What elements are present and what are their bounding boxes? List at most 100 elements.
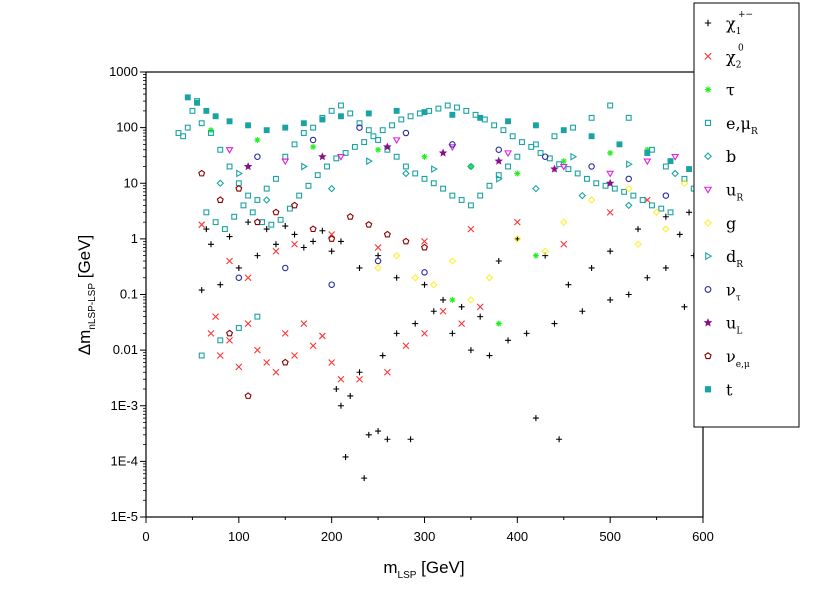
data-point bbox=[198, 120, 205, 127]
data-point bbox=[254, 346, 261, 354]
series-11 bbox=[198, 169, 428, 399]
y-axis: 1E-5 1E-4 1E-3 0.01 0.1 1 10 100 1000 bbox=[109, 64, 146, 524]
data-point bbox=[477, 313, 484, 320]
data-point bbox=[541, 153, 549, 160]
data-point bbox=[458, 320, 466, 327]
legend-label: e,μR bbox=[726, 114, 758, 137]
data-point bbox=[606, 170, 615, 178]
data-point bbox=[300, 244, 307, 251]
legend-marker bbox=[703, 318, 713, 327]
data-point bbox=[440, 185, 447, 192]
data-point bbox=[291, 240, 298, 248]
legend-item: b bbox=[704, 147, 736, 166]
data-point bbox=[486, 182, 493, 189]
data-point bbox=[551, 133, 558, 140]
x-tick-label: 200 bbox=[321, 529, 343, 544]
data-point bbox=[430, 280, 438, 289]
data-point bbox=[328, 359, 336, 366]
data-point bbox=[300, 320, 308, 327]
legend-item: τ bbox=[704, 81, 735, 100]
legend-label: t bbox=[726, 380, 733, 399]
data-point bbox=[411, 273, 419, 282]
series-12 bbox=[184, 94, 706, 177]
data-point bbox=[537, 150, 544, 156]
data-point bbox=[351, 143, 358, 150]
data-point bbox=[402, 129, 410, 137]
legend-label-sub: R bbox=[736, 260, 743, 270]
data-point bbox=[495, 146, 503, 154]
data-point bbox=[611, 185, 618, 192]
data-point bbox=[286, 205, 293, 212]
data-point bbox=[392, 137, 401, 145]
data-point bbox=[635, 226, 642, 233]
data-point bbox=[578, 191, 587, 200]
data-point bbox=[207, 329, 215, 337]
data-point bbox=[681, 303, 688, 310]
x-axis-label: mLSP [GeV] bbox=[383, 558, 464, 581]
data-point bbox=[392, 251, 401, 260]
data-point bbox=[602, 182, 609, 189]
data-point bbox=[449, 111, 456, 118]
data-point bbox=[570, 124, 576, 131]
data-point bbox=[449, 141, 456, 148]
data-point bbox=[244, 392, 252, 399]
data-point bbox=[504, 150, 513, 158]
data-point bbox=[194, 99, 201, 106]
data-point bbox=[486, 352, 493, 359]
data-point bbox=[342, 150, 349, 156]
data-point bbox=[240, 202, 247, 209]
legend-marker bbox=[704, 52, 712, 60]
data-point bbox=[467, 225, 475, 233]
legend-marker bbox=[704, 119, 712, 127]
data-point bbox=[491, 122, 498, 129]
data-point bbox=[281, 358, 289, 366]
data-point bbox=[318, 152, 327, 161]
data-point bbox=[513, 218, 521, 226]
data-point bbox=[337, 375, 345, 383]
y-tick-label: 1000 bbox=[109, 64, 138, 79]
data-point bbox=[375, 252, 382, 259]
data-point bbox=[559, 163, 568, 171]
data-point bbox=[347, 392, 354, 399]
data-point bbox=[282, 124, 289, 131]
legend-label-sup: +− bbox=[738, 10, 753, 20]
data-point bbox=[184, 124, 191, 131]
data-point bbox=[421, 153, 428, 160]
legend-label-sub: τ bbox=[736, 293, 741, 303]
data-point bbox=[379, 352, 386, 359]
data-point bbox=[513, 235, 522, 243]
data-point bbox=[416, 110, 423, 117]
data-point bbox=[324, 163, 330, 170]
data-point bbox=[532, 252, 539, 259]
data-point bbox=[671, 169, 679, 178]
data-point bbox=[426, 107, 433, 114]
data-point bbox=[212, 113, 219, 120]
data-point bbox=[263, 185, 270, 192]
data-point bbox=[624, 184, 633, 193]
data-point bbox=[509, 133, 516, 140]
data-point bbox=[254, 136, 261, 143]
data-point bbox=[477, 114, 484, 121]
data-point bbox=[421, 238, 428, 245]
data-point bbox=[272, 241, 279, 248]
data-point bbox=[644, 146, 651, 153]
data-point bbox=[412, 320, 419, 327]
data-point bbox=[245, 192, 252, 199]
data-point bbox=[383, 230, 391, 238]
data-point bbox=[203, 107, 210, 114]
data-point bbox=[616, 141, 623, 148]
data-point bbox=[625, 175, 632, 183]
data-point bbox=[389, 122, 395, 129]
legend-label: χ2 bbox=[726, 47, 741, 70]
data-point bbox=[407, 113, 414, 120]
data-point bbox=[327, 184, 336, 193]
y-axis-label: ΔmnLSP-LSP [GeV] bbox=[75, 235, 98, 355]
legend-label: uR bbox=[726, 181, 743, 204]
legend-marker bbox=[703, 186, 713, 194]
data-point bbox=[435, 105, 442, 112]
data-point bbox=[375, 137, 382, 143]
data-point bbox=[212, 313, 220, 321]
data-point bbox=[217, 146, 224, 153]
data-point bbox=[393, 274, 400, 281]
